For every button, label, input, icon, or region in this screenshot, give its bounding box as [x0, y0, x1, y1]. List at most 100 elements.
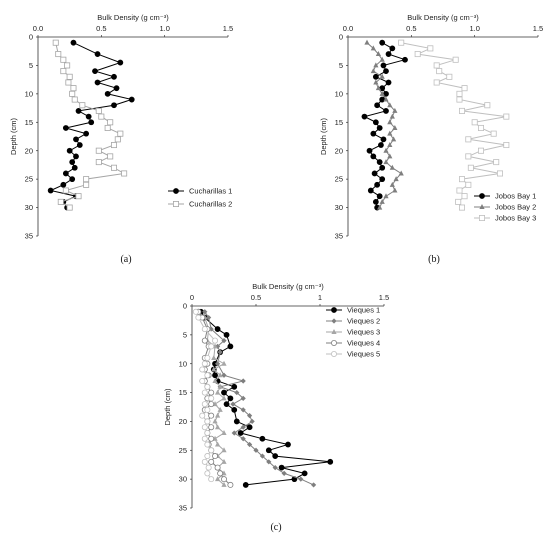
data-point — [240, 378, 246, 384]
data-point — [456, 90, 463, 97]
data-point — [204, 429, 211, 436]
data-point — [227, 481, 234, 488]
legend-swatch-marker — [479, 193, 485, 199]
data-point — [272, 453, 279, 459]
data-point — [458, 204, 465, 211]
data-point — [383, 147, 389, 153]
data-point — [379, 90, 385, 96]
y-tick-label: 25 — [179, 446, 187, 455]
data-point — [503, 113, 510, 120]
data-point — [392, 107, 398, 113]
data-point — [389, 45, 396, 52]
data-point — [246, 424, 253, 431]
data-point — [215, 343, 221, 349]
series-jobos-bay-2 — [364, 39, 404, 210]
data-point — [372, 73, 379, 80]
y-tick-label: 20 — [335, 146, 343, 155]
data-point — [327, 458, 334, 465]
data-point — [212, 453, 219, 460]
data-point — [107, 153, 114, 160]
legend-swatch-marker — [330, 339, 337, 346]
data-point — [208, 389, 215, 396]
data-point — [69, 90, 76, 97]
data-point — [55, 51, 62, 58]
panel-2: 0.0 0.5 1.0 1.5 0 5 10 15 20 25 30 35 Bulk Density (… — [319, 13, 543, 265]
data-point — [373, 62, 379, 68]
y-tick-label: 5 — [183, 330, 187, 339]
legend-entry-label: Vieques 3 — [347, 328, 380, 337]
data-point — [230, 401, 236, 407]
data-point — [75, 108, 82, 114]
data-point — [458, 107, 465, 114]
data-point — [212, 378, 218, 384]
data-point — [88, 119, 95, 126]
data-point — [95, 147, 102, 154]
data-point — [278, 464, 285, 471]
data-point — [104, 124, 111, 131]
data-point — [85, 113, 92, 120]
data-point — [374, 102, 381, 109]
data-point — [64, 62, 71, 69]
data-point — [217, 383, 223, 389]
data-point — [375, 85, 381, 91]
y-tick-label: 15 — [179, 388, 187, 397]
data-point — [204, 383, 211, 390]
data-point — [208, 412, 215, 419]
data-point — [389, 164, 395, 170]
legend: Cucharillas 1 Cucharillas 2 — [168, 187, 232, 209]
data-point — [461, 85, 468, 92]
data-point — [208, 343, 215, 350]
y-tick-label: 0 — [183, 302, 187, 311]
data-point — [311, 482, 317, 488]
data-point — [204, 372, 211, 379]
data-point — [379, 39, 386, 46]
data-point — [221, 458, 227, 464]
data-point — [285, 441, 291, 448]
data-point — [65, 79, 72, 86]
data-point — [389, 113, 395, 119]
x-axis-title: Bulk Density (g cm⁻³) — [252, 282, 324, 291]
data-point — [436, 68, 443, 75]
legend-entry-label: Vieques 1 — [347, 306, 380, 315]
y-tick-label: 20 — [25, 146, 33, 155]
data-point — [380, 136, 387, 143]
data-point — [208, 401, 215, 408]
data-point — [62, 125, 69, 131]
data-point — [69, 176, 76, 183]
data-point — [95, 107, 102, 114]
data-point — [383, 159, 389, 165]
y-tick-label: 15 — [335, 118, 343, 127]
data-point — [234, 389, 240, 396]
data-point — [111, 102, 117, 109]
series-line — [401, 42, 507, 208]
data-point — [211, 354, 217, 360]
data-point — [383, 96, 389, 102]
data-point — [221, 389, 227, 396]
x-tick-label: 1 — [318, 293, 322, 302]
data-point — [477, 147, 484, 154]
data-point — [398, 170, 404, 176]
y-tick-label: 0 — [339, 33, 343, 42]
legend-swatch-marker — [331, 318, 337, 324]
x-tick-label: 1.5 — [533, 24, 543, 33]
data-point — [117, 130, 124, 137]
y-tick-label: 15 — [25, 118, 33, 127]
data-point — [427, 45, 434, 52]
data-point — [387, 142, 393, 148]
legend-entry-label: Cucharillas 1 — [189, 187, 232, 196]
y-axis-title: Depth (cm) — [163, 388, 172, 426]
x-tick-label: 1.0 — [469, 24, 479, 33]
data-point — [221, 372, 227, 378]
data-point — [92, 68, 98, 75]
data-point — [379, 56, 385, 62]
data-point — [393, 176, 399, 182]
data-point — [233, 418, 240, 425]
data-point — [378, 142, 384, 148]
data-point — [452, 56, 459, 63]
data-point — [391, 136, 397, 142]
data-point — [398, 39, 405, 46]
data-point — [208, 458, 215, 465]
legend-swatch-marker — [173, 188, 179, 194]
data-point — [367, 187, 374, 194]
legend-swatch-marker — [172, 200, 179, 207]
